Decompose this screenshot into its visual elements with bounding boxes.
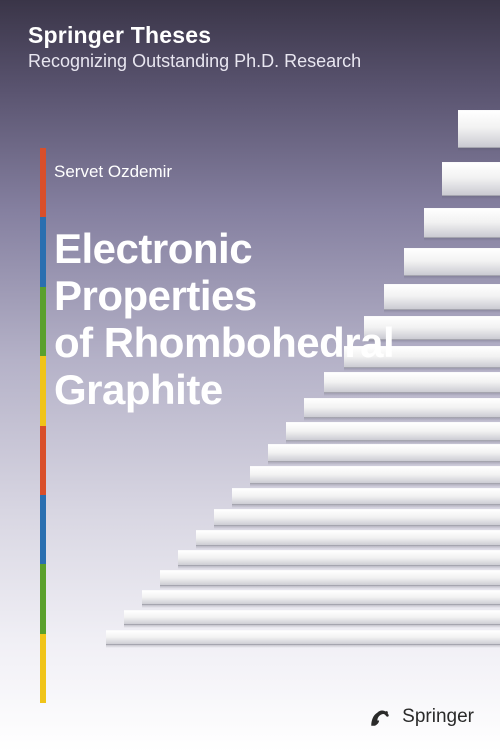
author-name: Servet Ozdemir (54, 162, 172, 182)
stair-step (232, 488, 500, 505)
color-bar-segment (40, 287, 46, 356)
springer-horse-icon (366, 703, 394, 731)
color-bar-segment (40, 356, 46, 425)
stair-step (214, 509, 500, 526)
book-cover: Springer Theses Recognizing Outstanding … (0, 0, 500, 753)
stair-step (178, 550, 500, 566)
stair-step (286, 422, 500, 441)
stair-step (142, 590, 500, 605)
title-line-3: of Rhombohedral (54, 319, 394, 366)
color-bar-segment (40, 426, 46, 495)
color-bar-segment (40, 564, 46, 633)
stair-step (384, 284, 500, 310)
title-line-2: Properties (54, 272, 394, 319)
color-bar-segment (40, 148, 46, 217)
series-subtitle: Recognizing Outstanding Ph.D. Research (28, 51, 472, 72)
stair-step (196, 530, 500, 546)
stair-step (124, 610, 500, 625)
book-title: Electronic Properties of Rhombohedral Gr… (54, 225, 394, 413)
stair-step (160, 570, 500, 586)
title-line-4: Graphite (54, 366, 394, 413)
color-bar-segment (40, 495, 46, 564)
stair-step (404, 248, 500, 276)
color-bar-segment (40, 634, 46, 703)
color-accent-bar (40, 148, 46, 703)
publisher-name: Springer (402, 706, 474, 728)
stair-step (250, 466, 500, 484)
series-header: Springer Theses Recognizing Outstanding … (28, 22, 472, 72)
stair-step (424, 208, 500, 238)
color-bar-segment (40, 217, 46, 286)
title-line-1: Electronic (54, 225, 394, 272)
stair-step (442, 162, 500, 196)
publisher-block: Springer (366, 703, 474, 731)
stair-step (106, 630, 500, 645)
series-title: Springer Theses (28, 22, 472, 49)
stair-step (268, 444, 500, 462)
stair-step (458, 110, 500, 148)
